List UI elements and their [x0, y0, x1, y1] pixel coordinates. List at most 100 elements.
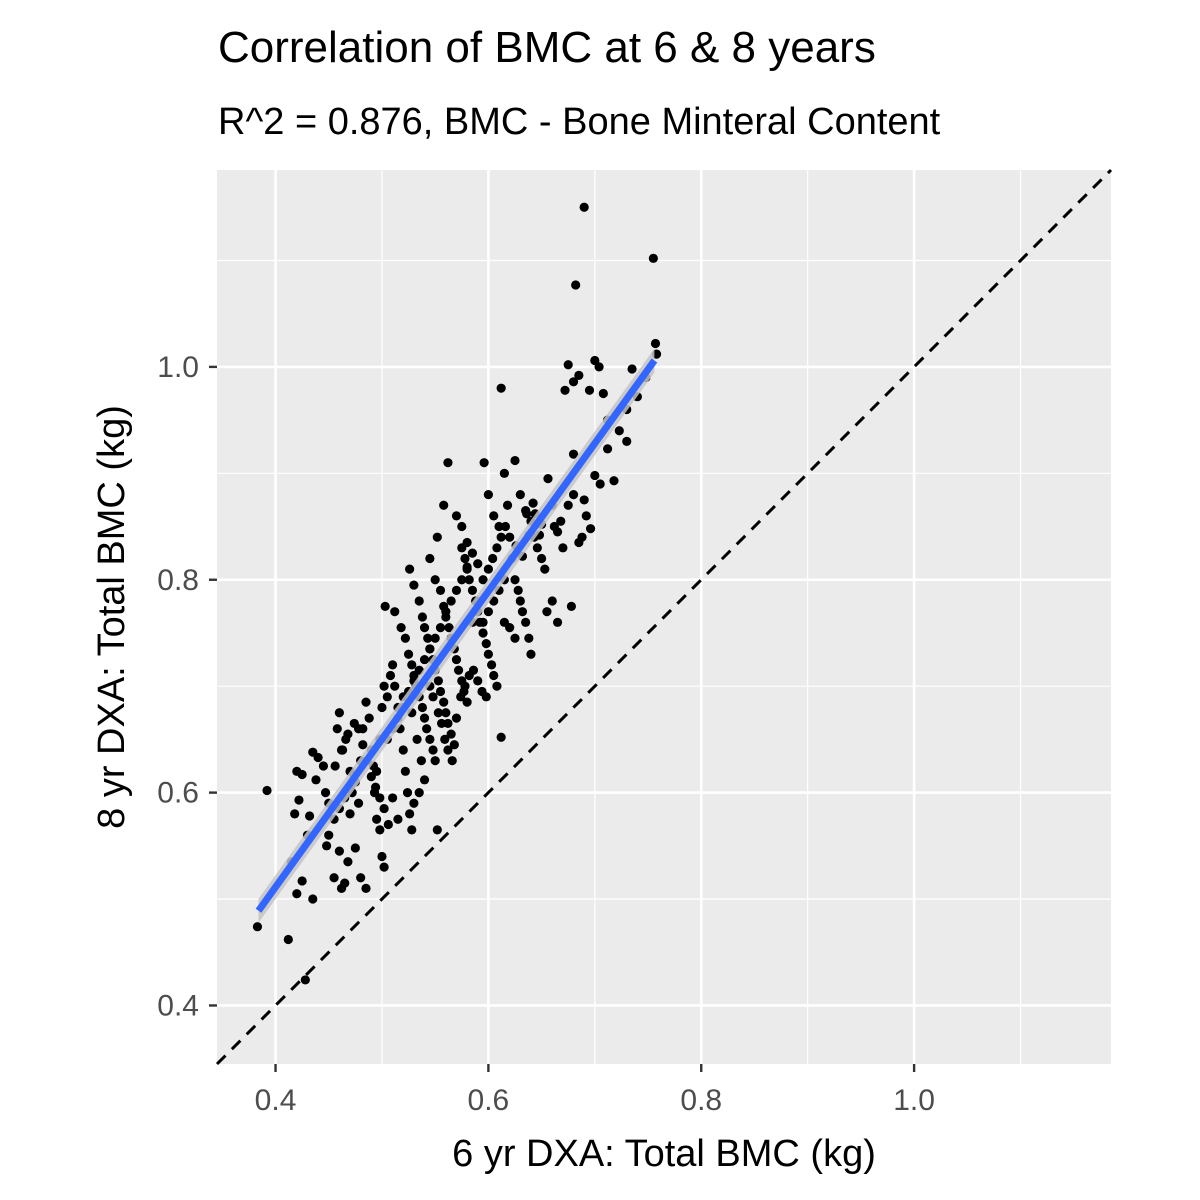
data-point — [361, 883, 371, 893]
data-point — [468, 665, 479, 675]
data-point — [430, 756, 440, 766]
data-point — [563, 500, 573, 510]
y-tick-label: 0.6 — [157, 777, 199, 810]
data-point — [320, 788, 331, 798]
data-point — [297, 876, 307, 886]
y-tick-labels: 0.4 0.6 0.8 1.0 — [157, 351, 199, 1023]
data-point — [422, 724, 432, 734]
data-point — [379, 862, 389, 872]
x-tick-label: 1.0 — [893, 1084, 935, 1117]
data-point — [542, 607, 552, 617]
data-point — [547, 596, 557, 606]
data-point — [435, 623, 446, 633]
y-tick-label: 1.0 — [157, 351, 199, 384]
data-point — [481, 692, 491, 702]
y-tick-label: 0.8 — [157, 564, 199, 597]
data-point — [423, 633, 433, 643]
x-tick-labels: 0.4 0.6 0.8 1.0 — [255, 1084, 935, 1117]
data-point — [388, 793, 398, 803]
data-point — [579, 202, 589, 212]
data-point — [377, 702, 387, 713]
data-point — [324, 830, 334, 840]
data-point — [370, 782, 381, 792]
data-point — [457, 575, 467, 585]
data-point — [340, 878, 350, 888]
data-point — [594, 362, 604, 372]
data-point — [417, 612, 428, 622]
data-point — [382, 692, 392, 702]
data-point — [528, 498, 538, 508]
data-point — [499, 617, 509, 627]
data-point — [412, 734, 422, 744]
data-point — [447, 756, 457, 766]
data-point — [329, 873, 339, 883]
data-point — [262, 785, 272, 796]
data-point — [496, 532, 506, 542]
data-point — [460, 681, 470, 691]
x-tick-label: 0.8 — [680, 1084, 722, 1117]
data-point — [479, 458, 489, 468]
data-point — [473, 559, 483, 569]
fit-line — [255, 358, 658, 913]
data-point — [579, 495, 589, 505]
data-point — [377, 851, 387, 862]
data-point — [430, 633, 440, 643]
data-point — [380, 601, 390, 611]
data-point — [419, 623, 430, 633]
y-axis-label: 8 yr DXA: Total BMC (kg) — [91, 405, 133, 829]
data-point — [492, 543, 502, 553]
data-point — [441, 607, 451, 617]
data-point — [385, 670, 396, 681]
data-point — [483, 564, 493, 574]
data-point — [358, 740, 368, 750]
data-point — [443, 745, 453, 755]
data-point — [648, 253, 658, 263]
data-point — [414, 596, 424, 606]
data-point — [379, 803, 389, 814]
data-point — [332, 724, 342, 734]
data-point — [614, 426, 624, 436]
data-point — [451, 713, 462, 723]
data-point — [409, 798, 419, 808]
data-point — [566, 601, 577, 611]
data-point — [563, 360, 573, 370]
data-point — [336, 745, 347, 755]
data-point — [345, 809, 355, 819]
data-point — [400, 633, 410, 643]
data-point — [311, 775, 321, 785]
data-point — [650, 338, 661, 349]
data-point — [478, 575, 488, 585]
data-point — [585, 524, 596, 534]
x-axis-label: 6 yr DXA: Total BMC (kg) — [452, 1133, 876, 1175]
data-point — [552, 617, 563, 627]
data-point — [407, 825, 417, 835]
data-point — [598, 388, 608, 399]
data-point — [590, 470, 600, 481]
data-point — [478, 617, 488, 627]
data-point — [350, 843, 360, 853]
data-point — [558, 543, 568, 553]
data-point — [443, 718, 453, 729]
y-tick-label: 0.4 — [157, 989, 199, 1022]
data-point — [416, 756, 426, 766]
data-point — [483, 607, 493, 617]
data-point — [318, 761, 329, 771]
data-point — [419, 713, 430, 723]
data-point — [349, 718, 359, 729]
data-point — [543, 474, 553, 484]
data-point — [500, 521, 511, 532]
data-point — [627, 364, 637, 374]
data-point — [425, 734, 435, 744]
identity-reference-line — [215, 168, 1113, 1066]
data-point — [595, 479, 605, 489]
data-point — [379, 681, 389, 691]
data-point — [425, 553, 435, 564]
data-point — [292, 889, 302, 899]
data-point — [403, 649, 414, 659]
data-point — [409, 580, 419, 590]
data-point — [390, 681, 400, 691]
data-point — [372, 814, 382, 824]
data-point — [440, 734, 450, 744]
data-point — [505, 532, 515, 542]
data-point — [432, 825, 442, 835]
